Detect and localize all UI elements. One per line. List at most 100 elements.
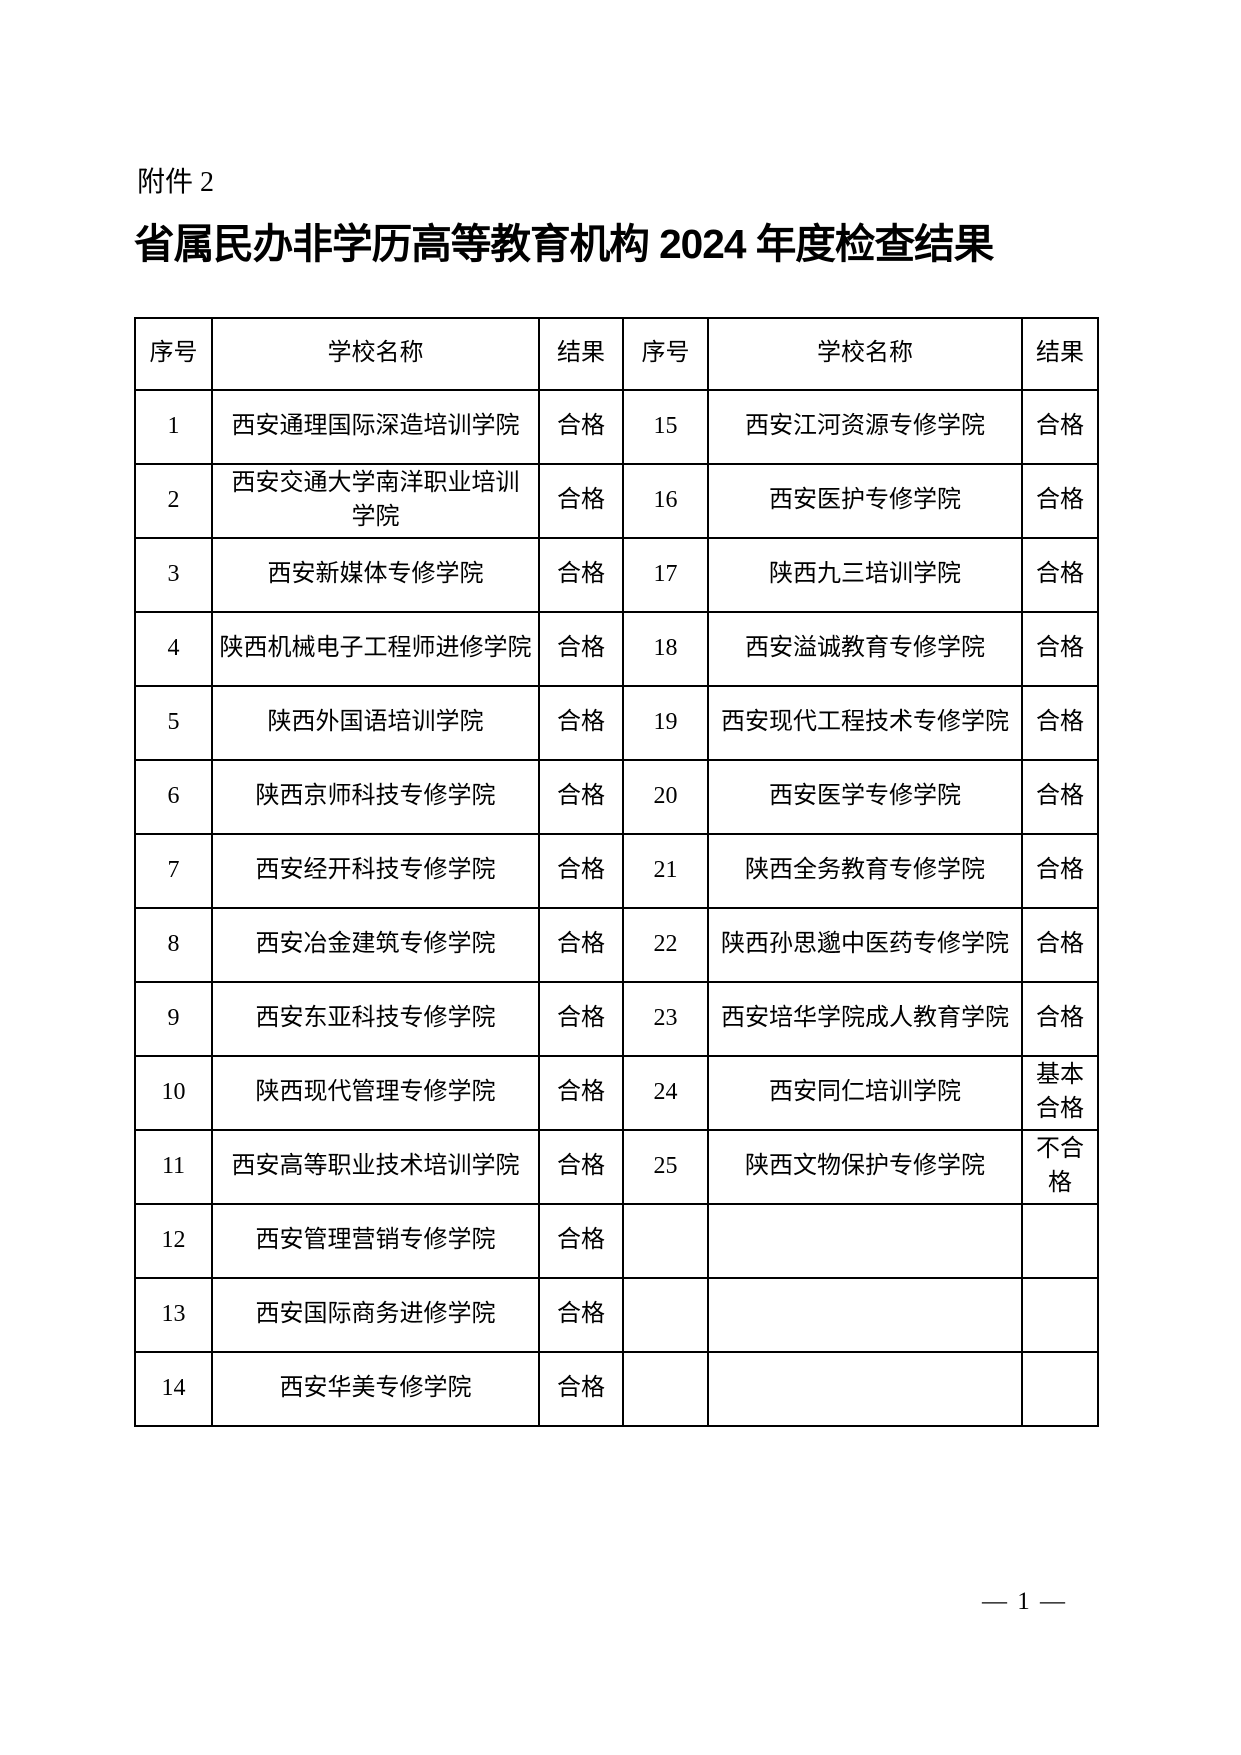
cell-school: 西安现代工程技术专修学院 bbox=[707, 685, 1023, 761]
table-row: 3 西安新媒体专修学院 合格 17 陕西九三培训学院 合格 bbox=[134, 537, 1099, 613]
cell-no: 8 bbox=[134, 907, 213, 983]
cell-school: 陕西外国语培训学院 bbox=[211, 685, 540, 761]
cell-school bbox=[707, 1203, 1023, 1279]
cell-no: 11 bbox=[134, 1129, 213, 1205]
cell-school: 陕西现代管理专修学院 bbox=[211, 1055, 540, 1131]
cell-school: 陕西文物保护专修学院 bbox=[707, 1129, 1023, 1205]
cell-school: 西安经开科技专修学院 bbox=[211, 833, 540, 909]
table-row: 5 陕西外国语培训学院 合格 19 西安现代工程技术专修学院 合格 bbox=[134, 685, 1099, 761]
cell-result: 合格 bbox=[538, 1129, 624, 1205]
cell-school bbox=[707, 1351, 1023, 1427]
cell-result: 合格 bbox=[538, 463, 624, 539]
cell-school: 西安同仁培训学院 bbox=[707, 1055, 1023, 1131]
table-row: 1 西安通理国际深造培训学院 合格 15 西安江河资源专修学院 合格 bbox=[134, 389, 1099, 465]
cell-school: 西安冶金建筑专修学院 bbox=[211, 907, 540, 983]
cell-result: 合格 bbox=[538, 759, 624, 835]
table-row: 13 西安国际商务进修学院 合格 bbox=[134, 1277, 1099, 1353]
cell-result bbox=[1021, 1277, 1099, 1353]
table-row: 7 西安经开科技专修学院 合格 21 陕西全务教育专修学院 合格 bbox=[134, 833, 1099, 909]
cell-result: 合格 bbox=[538, 685, 624, 761]
cell-result: 合格 bbox=[538, 1055, 624, 1131]
cell-no bbox=[622, 1277, 709, 1353]
cell-no: 2 bbox=[134, 463, 213, 539]
cell-result: 合格 bbox=[1021, 463, 1099, 539]
cell-result: 合格 bbox=[1021, 981, 1099, 1057]
cell-no: 14 bbox=[134, 1351, 213, 1427]
table-row: 10 陕西现代管理专修学院 合格 24 西安同仁培训学院 基本 合格 bbox=[134, 1055, 1099, 1131]
cell-no: 7 bbox=[134, 833, 213, 909]
cell-no bbox=[622, 1351, 709, 1427]
cell-no: 9 bbox=[134, 981, 213, 1057]
document-title: 省属民办非学历高等教育机构 2024 年度检查结果 bbox=[134, 221, 994, 267]
cell-no: 19 bbox=[622, 685, 709, 761]
page-number: — 1 — bbox=[982, 1588, 1067, 1615]
inspection-results-table: 序号 学校名称 结果 序号 学校名称 结果 1 西安通理国际深造培训学院 合格 … bbox=[134, 317, 1099, 1427]
cell-school: 西安医护专修学院 bbox=[707, 463, 1023, 539]
table-row: 8 西安冶金建筑专修学院 合格 22 陕西孙思邈中医药专修学院 合格 bbox=[134, 907, 1099, 983]
cell-no: 23 bbox=[622, 981, 709, 1057]
cell-school: 陕西京师科技专修学院 bbox=[211, 759, 540, 835]
attachment-label: 附件 2 bbox=[137, 167, 215, 198]
cell-no: 22 bbox=[622, 907, 709, 983]
cell-school: 西安医学专修学院 bbox=[707, 759, 1023, 835]
cell-result: 合格 bbox=[1021, 833, 1099, 909]
header-result-right: 结果 bbox=[1021, 317, 1099, 391]
header-result-left: 结果 bbox=[538, 317, 624, 391]
cell-school: 陕西九三培训学院 bbox=[707, 537, 1023, 613]
cell-no: 15 bbox=[622, 389, 709, 465]
header-no-right: 序号 bbox=[622, 317, 709, 391]
cell-school: 陕西全务教育专修学院 bbox=[707, 833, 1023, 909]
cell-result: 合格 bbox=[538, 981, 624, 1057]
cell-no: 13 bbox=[134, 1277, 213, 1353]
cell-school: 西安东亚科技专修学院 bbox=[211, 981, 540, 1057]
cell-result: 合格 bbox=[538, 537, 624, 613]
cell-result: 合格 bbox=[538, 611, 624, 687]
cell-result: 不合 格 bbox=[1021, 1129, 1099, 1205]
header-school-right: 学校名称 bbox=[707, 317, 1023, 391]
header-school-left: 学校名称 bbox=[211, 317, 540, 391]
cell-school: 西安高等职业技术培训学院 bbox=[211, 1129, 540, 1205]
cell-no bbox=[622, 1203, 709, 1279]
cell-school: 西安江河资源专修学院 bbox=[707, 389, 1023, 465]
cell-school: 西安培华学院成人教育学院 bbox=[707, 981, 1023, 1057]
table-row: 9 西安东亚科技专修学院 合格 23 西安培华学院成人教育学院 合格 bbox=[134, 981, 1099, 1057]
cell-result: 合格 bbox=[1021, 907, 1099, 983]
cell-school: 西安交通大学南洋职业培训 学院 bbox=[211, 463, 540, 539]
cell-result: 合格 bbox=[538, 1203, 624, 1279]
table-row: 2 西安交通大学南洋职业培训 学院 合格 16 西安医护专修学院 合格 bbox=[134, 463, 1099, 539]
cell-result: 合格 bbox=[1021, 611, 1099, 687]
table-row: 4 陕西机械电子工程师进修学院 合格 18 西安溢诚教育专修学院 合格 bbox=[134, 611, 1099, 687]
cell-result: 合格 bbox=[1021, 759, 1099, 835]
cell-result: 合格 bbox=[1021, 389, 1099, 465]
cell-no: 12 bbox=[134, 1203, 213, 1279]
cell-no: 5 bbox=[134, 685, 213, 761]
cell-no: 21 bbox=[622, 833, 709, 909]
cell-no: 16 bbox=[622, 463, 709, 539]
cell-no: 20 bbox=[622, 759, 709, 835]
cell-no: 17 bbox=[622, 537, 709, 613]
cell-school: 西安管理营销专修学院 bbox=[211, 1203, 540, 1279]
cell-no: 25 bbox=[622, 1129, 709, 1205]
table-row: 12 西安管理营销专修学院 合格 bbox=[134, 1203, 1099, 1279]
cell-no: 10 bbox=[134, 1055, 213, 1131]
table-row: 11 西安高等职业技术培训学院 合格 25 陕西文物保护专修学院 不合 格 bbox=[134, 1129, 1099, 1205]
cell-result: 合格 bbox=[538, 907, 624, 983]
cell-result: 合格 bbox=[1021, 685, 1099, 761]
cell-school: 西安通理国际深造培训学院 bbox=[211, 389, 540, 465]
cell-school bbox=[707, 1277, 1023, 1353]
cell-result: 合格 bbox=[1021, 537, 1099, 613]
cell-no: 3 bbox=[134, 537, 213, 613]
cell-result: 合格 bbox=[538, 1351, 624, 1427]
cell-school: 陕西孙思邈中医药专修学院 bbox=[707, 907, 1023, 983]
cell-result: 合格 bbox=[538, 389, 624, 465]
cell-no: 18 bbox=[622, 611, 709, 687]
cell-result: 合格 bbox=[538, 1277, 624, 1353]
cell-result bbox=[1021, 1203, 1099, 1279]
cell-result: 基本 合格 bbox=[1021, 1055, 1099, 1131]
header-no-left: 序号 bbox=[134, 317, 213, 391]
table-header-row: 序号 学校名称 结果 序号 学校名称 结果 bbox=[134, 317, 1099, 391]
table-row: 14 西安华美专修学院 合格 bbox=[134, 1351, 1099, 1427]
cell-no: 4 bbox=[134, 611, 213, 687]
cell-school: 西安溢诚教育专修学院 bbox=[707, 611, 1023, 687]
